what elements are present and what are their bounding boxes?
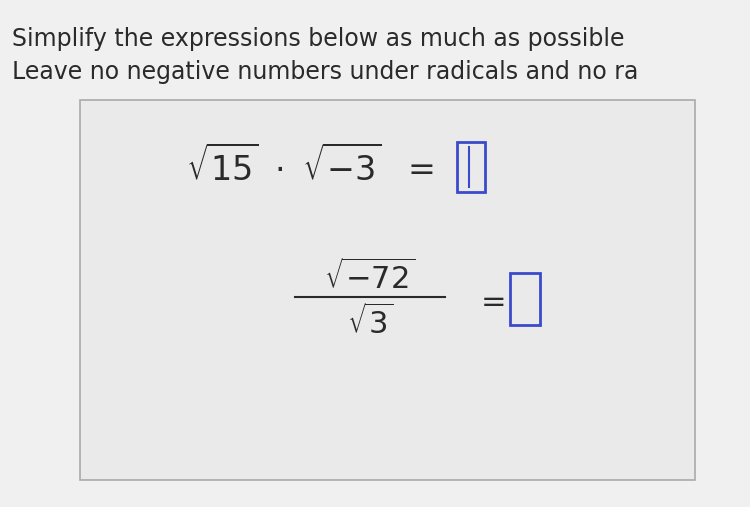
Text: $\sqrt{-72}$: $\sqrt{-72}$ <box>324 259 416 295</box>
FancyBboxPatch shape <box>80 100 695 480</box>
Text: $=$: $=$ <box>475 285 506 314</box>
Text: $\sqrt{15}\ \cdot\ \sqrt{-3}\ \ =$: $\sqrt{15}\ \cdot\ \sqrt{-3}\ \ =$ <box>186 146 434 188</box>
FancyBboxPatch shape <box>457 142 485 192</box>
Text: Simplify the expressions below as much as possible: Simplify the expressions below as much a… <box>12 27 625 51</box>
Text: $\sqrt{3}$: $\sqrt{3}$ <box>346 304 393 340</box>
Text: Leave no negative numbers under radicals and no ra: Leave no negative numbers under radicals… <box>12 60 638 84</box>
FancyBboxPatch shape <box>510 273 540 325</box>
